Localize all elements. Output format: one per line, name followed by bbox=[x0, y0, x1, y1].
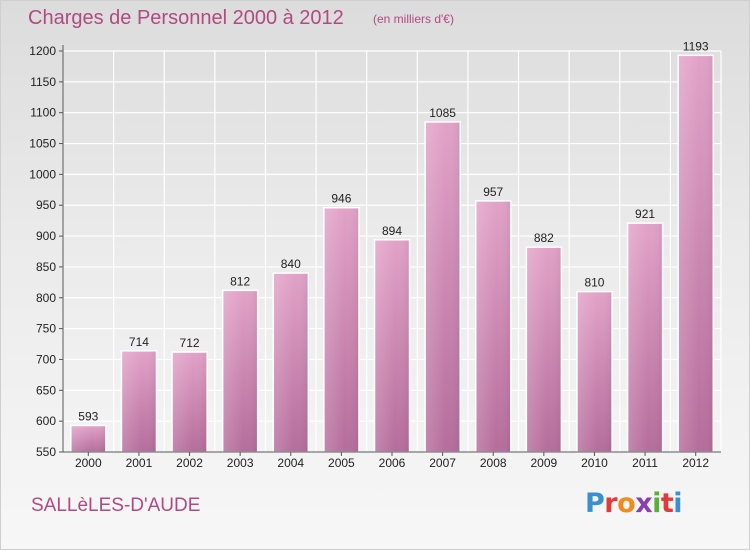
x-tick-label: 2011 bbox=[632, 456, 658, 470]
bar-shade bbox=[222, 290, 258, 452]
bar-value-label: 894 bbox=[382, 224, 402, 238]
bar-value-label: 1085 bbox=[429, 106, 456, 120]
bar-shade bbox=[172, 352, 208, 452]
y-tick-label: 950 bbox=[36, 198, 56, 212]
y-tick-label: 800 bbox=[36, 291, 56, 305]
bar-shade bbox=[323, 207, 359, 452]
y-tick-label: 600 bbox=[36, 414, 56, 428]
x-tick-label: 2000 bbox=[75, 456, 102, 470]
bar-value-label: 921 bbox=[635, 207, 655, 221]
bar-shade bbox=[526, 247, 562, 452]
y-tick-label: 1050 bbox=[29, 137, 56, 151]
bar-value-label: 810 bbox=[584, 276, 604, 290]
bar-value-label: 840 bbox=[281, 257, 301, 271]
bar-shade bbox=[475, 200, 511, 452]
x-tick-label: 2008 bbox=[480, 456, 507, 470]
bar-layer bbox=[70, 54, 714, 453]
y-tick-label: 1000 bbox=[29, 167, 56, 181]
bar-shade bbox=[576, 291, 612, 452]
bar-shade bbox=[70, 425, 106, 452]
bar-shade bbox=[678, 55, 714, 453]
bar-value-label: 946 bbox=[331, 192, 351, 206]
axis-layer: 550 600 650 700 750 800 850 900 950 1000 1050 1100 1… bbox=[29, 39, 721, 470]
y-tick-label: 550 bbox=[36, 445, 56, 459]
town-name: SALLèLES-D'AUDE bbox=[31, 495, 201, 516]
chart-title: Charges de Personnel 2000 à 2012 bbox=[28, 7, 344, 29]
bar-shade bbox=[425, 121, 461, 452]
y-tick-label: 1200 bbox=[29, 44, 56, 58]
x-tick-label: 2004 bbox=[277, 456, 304, 470]
x-tick-label: 2002 bbox=[176, 456, 203, 470]
y-tick-label: 1100 bbox=[30, 106, 56, 120]
x-tick-label: 2012 bbox=[682, 456, 709, 470]
x-tick-label: 2009 bbox=[530, 456, 557, 470]
x-tick-label: 2005 bbox=[328, 456, 355, 470]
bar-shade bbox=[627, 223, 663, 452]
bar-value-label: 882 bbox=[534, 231, 554, 245]
y-tick-label: 1150 bbox=[30, 75, 56, 89]
bar-shade bbox=[374, 239, 410, 452]
x-tick-label: 2003 bbox=[227, 456, 254, 470]
y-tick-label: 700 bbox=[36, 352, 56, 366]
y-tick-label: 900 bbox=[36, 229, 56, 243]
proxiti-logo: Proxiti bbox=[585, 488, 683, 519]
bar-value-label: 714 bbox=[129, 335, 149, 349]
x-tick-label: 2010 bbox=[581, 456, 608, 470]
bar-value-label: 1193 bbox=[683, 39, 709, 53]
bar-value-label: 593 bbox=[78, 409, 98, 423]
y-tick-label: 650 bbox=[36, 383, 56, 397]
y-tick-label: 750 bbox=[36, 322, 56, 336]
x-tick-label: 2001 bbox=[126, 456, 153, 470]
x-tick-label: 2007 bbox=[429, 456, 456, 470]
bar-value-label: 712 bbox=[180, 336, 200, 350]
x-tick-label: 2006 bbox=[379, 456, 406, 470]
bar-value-label: 812 bbox=[230, 274, 250, 288]
bar-shade bbox=[121, 350, 157, 452]
bar-shade bbox=[273, 273, 309, 452]
y-tick-label: 850 bbox=[36, 260, 56, 274]
chart-subtitle: (en milliers d'€) bbox=[373, 12, 454, 26]
bar-value-label: 957 bbox=[483, 185, 503, 199]
